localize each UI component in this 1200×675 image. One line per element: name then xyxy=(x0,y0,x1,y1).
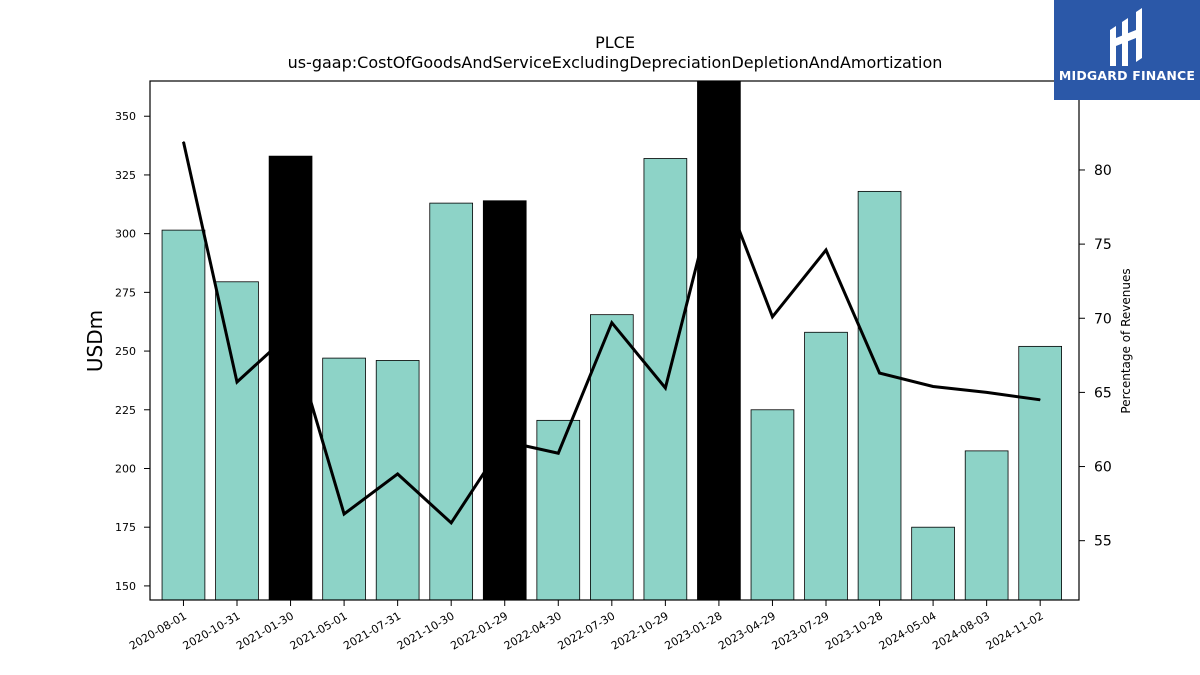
x-tick-label: 2023-10-28 xyxy=(823,609,885,652)
line-point-2024-11-02 xyxy=(1039,399,1041,401)
x-tick-label: 2022-07-30 xyxy=(555,609,617,652)
bar-2023-10-28 xyxy=(857,190,902,601)
y-tick-label: 150 xyxy=(115,580,136,593)
line-point-2023-04-29 xyxy=(771,316,773,318)
y2-tick-label: 55 xyxy=(1094,534,1112,550)
bar-2022-07-30 xyxy=(590,314,634,601)
midgard-logo-icon xyxy=(1110,8,1142,66)
line-point-2021-07-31 xyxy=(397,473,399,475)
x-tick-label: 2023-04-29 xyxy=(716,609,778,652)
y2-tick-label: 60 xyxy=(1094,460,1112,476)
bar-2022-10-29 xyxy=(643,158,688,601)
bar-2021-07-31 xyxy=(375,360,420,601)
bar-2023-07-29 xyxy=(804,331,848,601)
line-point-2024-05-04 xyxy=(932,385,934,387)
logo-text: MIDGARD FINANCE xyxy=(1058,68,1196,83)
bar-2022-04-30 xyxy=(536,419,581,601)
x-tick-label: 2021-05-01 xyxy=(288,609,350,652)
x-tick-label: 2024-05-04 xyxy=(877,609,939,652)
y-tick-label: 350 xyxy=(115,110,136,123)
line-point-2024-08-03 xyxy=(986,391,988,393)
line-point-2022-01-29 xyxy=(504,440,506,442)
plot-frame xyxy=(149,80,1080,601)
x-tick-label: 2024-11-02 xyxy=(984,609,1046,652)
y-tick-label: 275 xyxy=(115,286,136,299)
line-point-2022-10-29 xyxy=(664,387,666,389)
line-point-2022-04-30 xyxy=(557,452,559,454)
y-tick-label: 300 xyxy=(115,228,136,241)
y-tick-label: 200 xyxy=(115,462,136,475)
y2-tick-label: 80 xyxy=(1094,163,1112,179)
bar-2021-01-30 xyxy=(268,155,313,601)
line-point-2020-08-01 xyxy=(182,141,184,143)
y-tick-label: 250 xyxy=(115,345,136,358)
line-point-2022-07-30 xyxy=(611,322,613,324)
y-axis-label: USDm xyxy=(83,310,107,372)
x-tick-label: 2022-04-30 xyxy=(502,609,564,652)
chart-subtitle: us-gaap:CostOfGoodsAndServiceExcludingDe… xyxy=(288,53,943,72)
bar-2024-11-02 xyxy=(1018,345,1063,601)
chart-title: PLCE xyxy=(595,33,635,52)
line-point-2023-01-28 xyxy=(718,176,720,178)
x-tick-label: 2021-01-30 xyxy=(234,609,296,652)
x-tick-label: 2020-10-31 xyxy=(181,609,243,652)
x-tick-label: 2021-10-30 xyxy=(395,609,457,652)
bar-2021-10-30 xyxy=(429,202,474,601)
line-point-2021-05-01 xyxy=(343,513,345,515)
x-tick-label: 2020-08-01 xyxy=(127,609,189,652)
line-point-2023-10-28 xyxy=(879,372,881,374)
line-point-2023-07-29 xyxy=(825,249,827,251)
bar-2023-04-29 xyxy=(750,409,795,601)
y2-tick-label: 75 xyxy=(1094,237,1112,253)
line-point-2020-10-31 xyxy=(236,381,238,383)
x-tick-label: 2023-07-29 xyxy=(770,609,832,652)
y-tick-label: 225 xyxy=(115,404,136,417)
y2-tick-label: 65 xyxy=(1094,385,1112,401)
brand-logo: MIDGARD FINANCE xyxy=(1054,0,1200,100)
bar-2020-08-01 xyxy=(161,229,206,601)
x-tick-label: 2021-07-31 xyxy=(341,609,403,652)
bar-2021-05-01 xyxy=(322,357,366,601)
y2-tick-label: 70 xyxy=(1094,311,1112,327)
bar-2023-01-28 xyxy=(697,80,741,601)
line-point-2021-01-30 xyxy=(290,332,292,334)
bar-2020-10-31 xyxy=(215,281,259,601)
y2-axis-label: Percentage of Revenues xyxy=(1119,268,1133,413)
x-tick-label: 2022-01-29 xyxy=(448,609,510,652)
bar-2024-08-03 xyxy=(964,450,1009,601)
x-tick-label: 2023-01-28 xyxy=(663,609,725,652)
y-tick-label: 175 xyxy=(115,521,136,534)
line-point-2021-10-30 xyxy=(450,522,452,524)
x-tick-label: 2024-08-03 xyxy=(930,609,992,652)
y-tick-label: 325 xyxy=(115,169,136,182)
bar-2024-05-04 xyxy=(911,526,955,601)
x-tick-label: 2022-10-29 xyxy=(609,609,671,652)
bar-2022-01-29 xyxy=(482,200,527,601)
